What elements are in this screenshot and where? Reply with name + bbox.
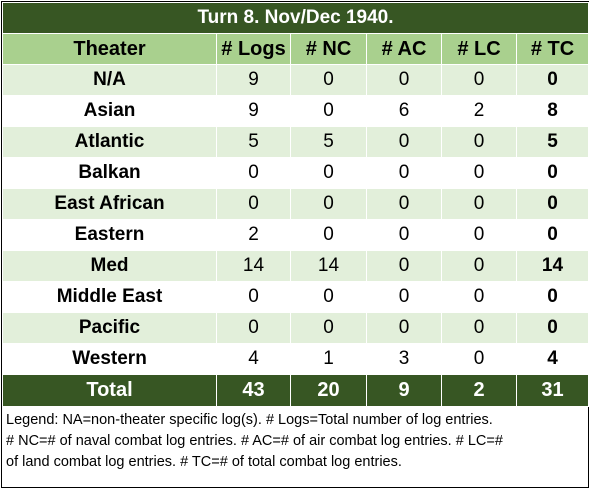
- count-cell: 9: [216, 95, 291, 127]
- total-cell: Total: [2, 374, 217, 407]
- count-cell: 0: [366, 219, 442, 251]
- total-cell: 9: [366, 374, 442, 407]
- count-cell: 0: [441, 64, 517, 96]
- theater-cell: Pacific: [2, 312, 217, 344]
- count-cell: 0: [516, 188, 589, 220]
- count-cell: 5: [290, 126, 367, 158]
- table-row: Middle East 0 0 0 0 0: [2, 281, 589, 313]
- count-cell: 0: [290, 157, 367, 189]
- count-cell: 0: [290, 188, 367, 220]
- theater-cell: Middle East: [2, 281, 217, 313]
- column-header: # Logs: [216, 33, 291, 65]
- theater-cell: Eastern: [2, 219, 217, 251]
- table-row: Western 4 1 3 0 4: [2, 343, 589, 375]
- count-cell: 0: [290, 64, 367, 96]
- column-header: Theater: [2, 33, 217, 65]
- column-header: # TC: [516, 33, 589, 65]
- count-cell: 4: [216, 343, 291, 375]
- table-row: Atlantic 5 5 0 0 5: [2, 126, 589, 158]
- count-cell: 5: [216, 126, 291, 158]
- theater-cell: Balkan: [2, 157, 217, 189]
- count-cell: 14: [516, 250, 589, 282]
- count-cell: 0: [441, 188, 517, 220]
- column-header: # LC: [441, 33, 517, 65]
- table-row: East African 0 0 0 0 0: [2, 188, 589, 220]
- count-cell: 2: [216, 219, 291, 251]
- theater-cell: Western: [2, 343, 217, 375]
- count-cell: 0: [516, 281, 589, 313]
- total-cell: 20: [290, 374, 367, 407]
- table-row: Pacific 0 0 0 0 0: [2, 312, 589, 344]
- total-cell: 43: [216, 374, 291, 407]
- legend-line: # NC=# of naval combat log entries. # AC…: [6, 433, 503, 449]
- count-cell: 0: [441, 126, 517, 158]
- table-row: Asian 9 0 6 2 8: [2, 95, 589, 127]
- title-row: Turn 8. Nov/Dec 1940.: [2, 2, 589, 34]
- count-cell: 2: [441, 95, 517, 127]
- table-body: Turn 8. Nov/Dec 1940. Theater # Logs # NC #…: [2, 2, 589, 407]
- count-cell: 0: [290, 312, 367, 344]
- table-row: Balkan 0 0 0 0 0: [2, 157, 589, 189]
- theater-cell: Atlantic: [2, 126, 217, 158]
- legend-line: Legend: NA=non-theater specific log(s). …: [6, 412, 493, 428]
- theater-cell: Med: [2, 250, 217, 282]
- count-cell: 0: [366, 312, 442, 344]
- count-cell: 0: [516, 219, 589, 251]
- count-cell: 0: [216, 157, 291, 189]
- count-cell: 9: [216, 64, 291, 96]
- table-row: N/A 9 0 0 0 0: [2, 64, 589, 96]
- count-cell: 0: [290, 281, 367, 313]
- count-cell: 0: [441, 250, 517, 282]
- count-cell: 0: [216, 188, 291, 220]
- theater-cell: East African: [2, 188, 217, 220]
- count-cell: 0: [441, 343, 517, 375]
- column-header: # NC: [290, 33, 367, 65]
- count-cell: 0: [441, 281, 517, 313]
- legend-line: of land combat log entries. # TC=# of to…: [6, 454, 402, 470]
- legend: Legend: NA=non-theater specific log(s). …: [2, 407, 588, 476]
- title: Turn 8. Nov/Dec 1940.: [2, 2, 589, 34]
- count-cell: 14: [290, 250, 367, 282]
- column-header: # AC: [366, 33, 442, 65]
- count-cell: 0: [441, 219, 517, 251]
- theater-cell: N/A: [2, 64, 217, 96]
- count-cell: 0: [516, 64, 589, 96]
- count-cell: 0: [366, 281, 442, 313]
- count-cell: 0: [516, 312, 589, 344]
- count-cell: 6: [366, 95, 442, 127]
- data-table: Turn 8. Nov/Dec 1940. Theater # Logs # NC #…: [2, 2, 589, 407]
- count-cell: 0: [290, 219, 367, 251]
- count-cell: 4: [516, 343, 589, 375]
- count-cell: 14: [216, 250, 291, 282]
- count-cell: 0: [441, 157, 517, 189]
- count-cell: 0: [366, 250, 442, 282]
- table-row: Med 14 14 0 0 14: [2, 250, 589, 282]
- count-cell: 5: [516, 126, 589, 158]
- theater-cell: Asian: [2, 95, 217, 127]
- total-cell: 2: [441, 374, 517, 407]
- count-cell: 0: [366, 64, 442, 96]
- count-cell: 1: [290, 343, 367, 375]
- count-cell: 0: [366, 188, 442, 220]
- total-row: Total 43 20 9 2 31: [2, 374, 589, 407]
- count-cell: 0: [216, 281, 291, 313]
- count-cell: 8: [516, 95, 589, 127]
- total-cell: 31: [516, 374, 589, 407]
- count-cell: 0: [366, 126, 442, 158]
- count-cell: 0: [290, 95, 367, 127]
- header-row: Theater # Logs # NC # AC # LC # TC: [2, 33, 589, 65]
- count-cell: 0: [441, 312, 517, 344]
- count-cell: 0: [366, 157, 442, 189]
- table-row: Eastern 2 0 0 0 0: [2, 219, 589, 251]
- count-cell: 0: [216, 312, 291, 344]
- count-cell: 0: [516, 157, 589, 189]
- count-cell: 3: [366, 343, 442, 375]
